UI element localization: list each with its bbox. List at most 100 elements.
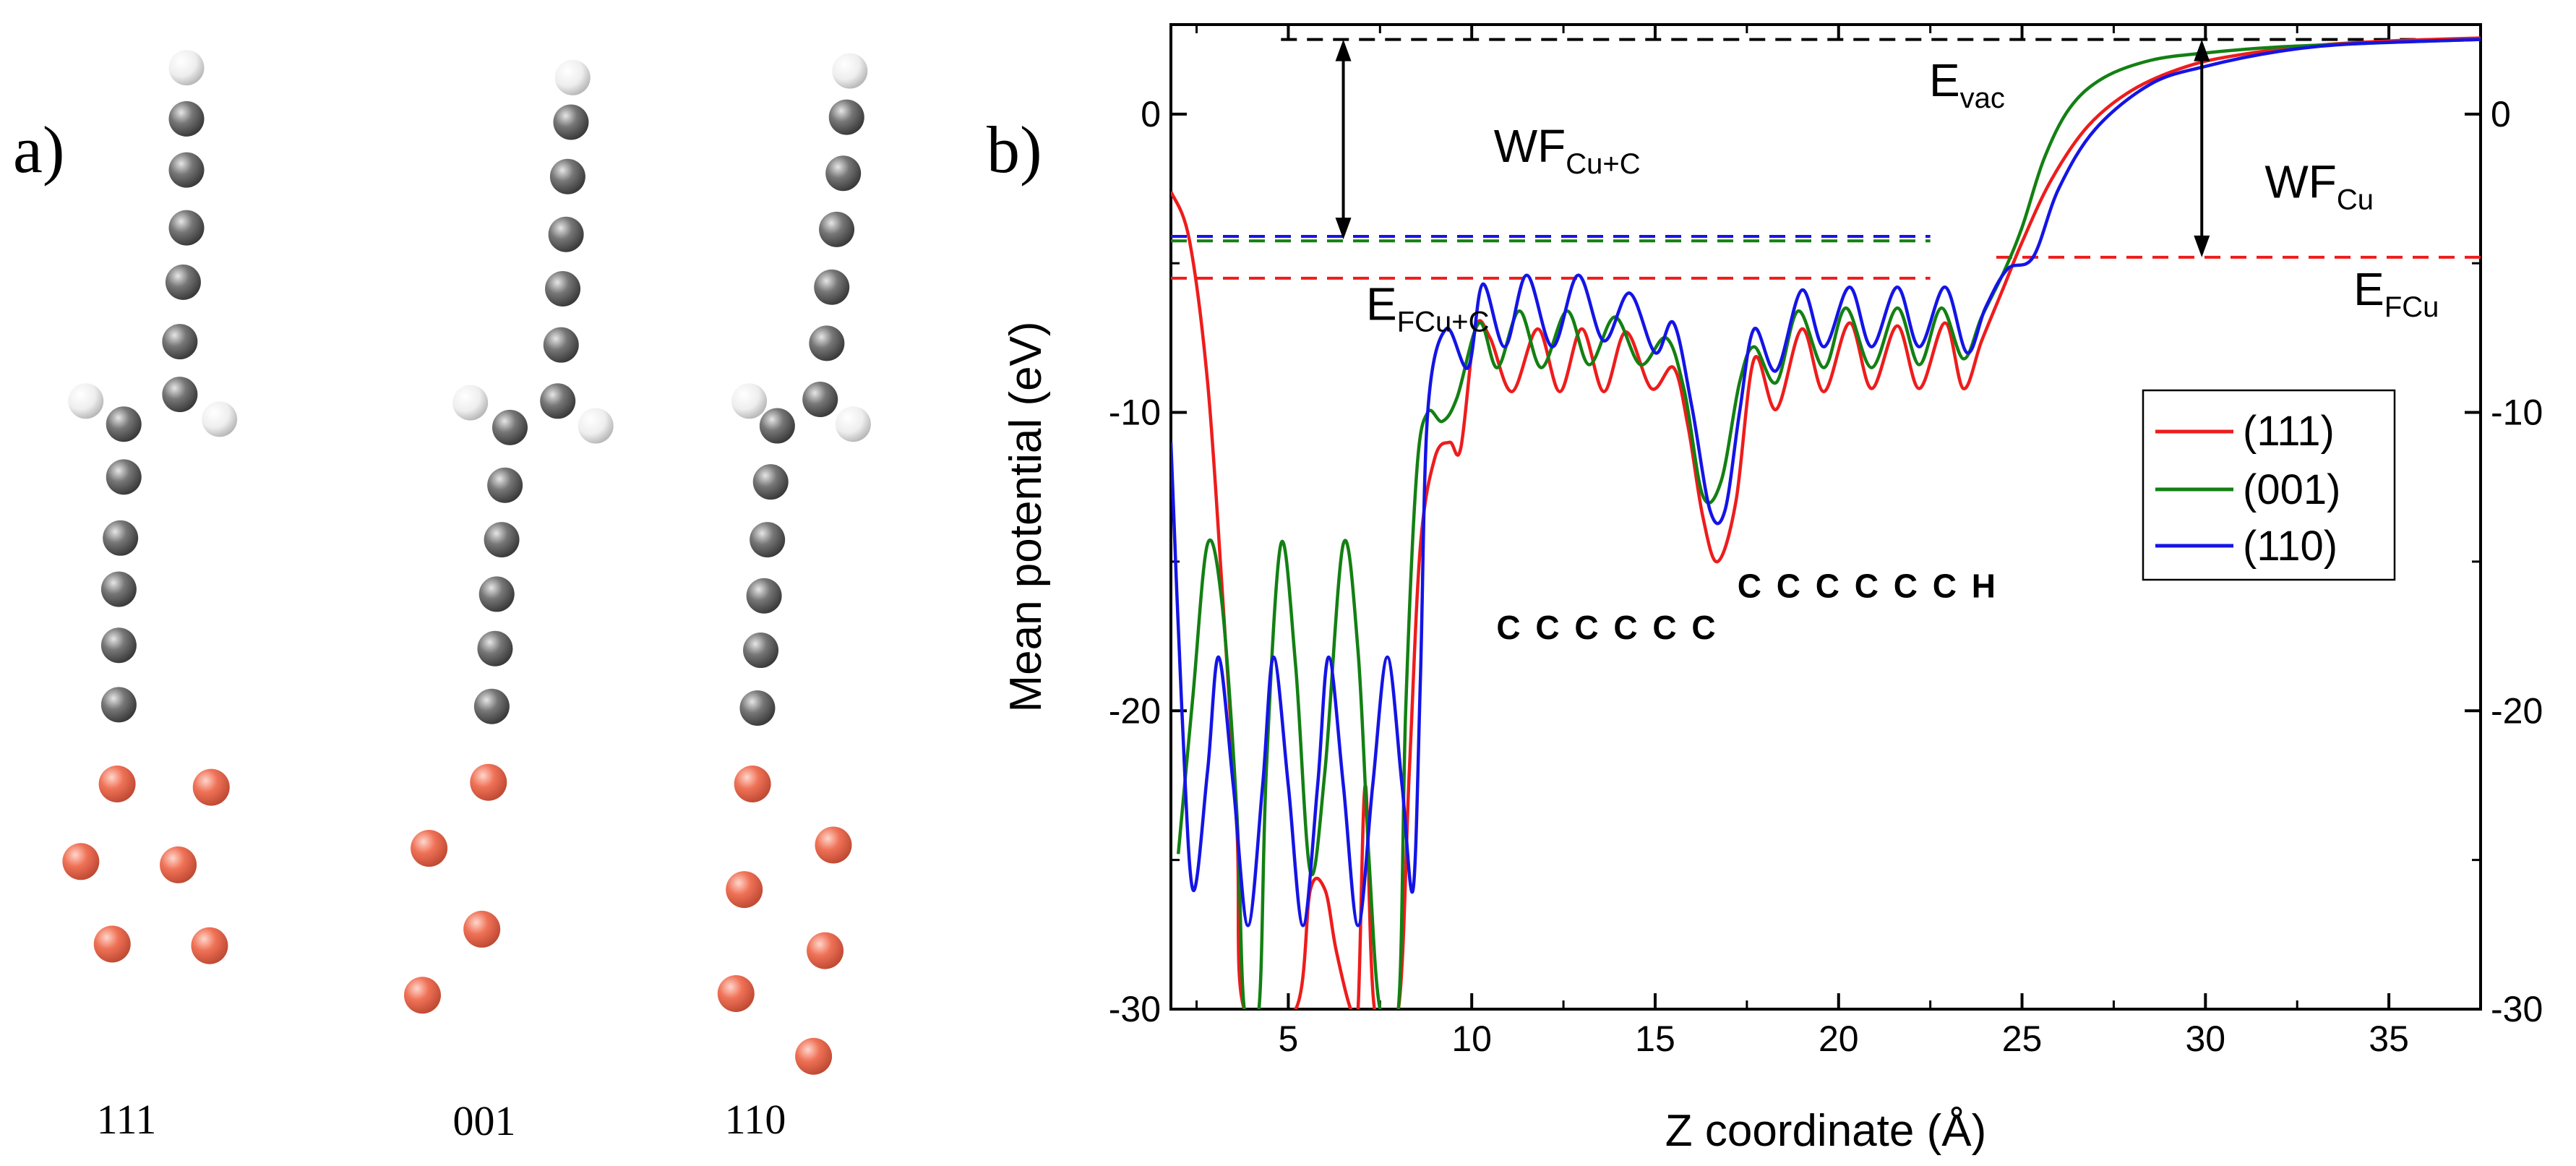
carbon-atom	[106, 406, 142, 442]
y-tick-label: -10	[1109, 393, 1161, 433]
carbon-atom	[739, 690, 776, 726]
series-line-110	[1171, 38, 2481, 927]
annotation-wfcu: WFCu	[2264, 155, 2374, 215]
right-y-tick-label: -30	[2491, 989, 2543, 1029]
carbon-atom	[802, 382, 838, 418]
structure-label-110: 110	[725, 1096, 786, 1143]
arrowhead	[2194, 39, 2210, 61]
hydrogen-atom	[452, 385, 489, 421]
annotation-evac: Evac	[1929, 54, 2005, 114]
hydrogen-atom	[731, 383, 768, 419]
carbon-atom	[819, 211, 855, 247]
copper-atom	[807, 932, 844, 969]
carbon-atom	[543, 327, 579, 363]
carbon-atom	[491, 409, 528, 445]
carbon-atom	[100, 571, 137, 607]
carbon-atom	[809, 325, 845, 361]
annotation-chain2: C C C C C C H	[1738, 567, 1998, 604]
series-line-111	[1171, 36, 2481, 1009]
x-tick-label: 20	[1819, 1019, 1859, 1059]
hydrogen-atom	[202, 401, 238, 437]
structure-label-001: 001	[453, 1097, 516, 1144]
x-tick-label: 35	[2369, 1019, 2409, 1059]
carbon-atom	[165, 264, 201, 300]
legend: (111) (001) (110)	[2142, 389, 2396, 581]
copper-atom	[470, 763, 507, 801]
copper-atom	[93, 925, 131, 963]
legend-label-110: (110)	[2243, 523, 2337, 570]
carbon-atom	[549, 158, 585, 194]
carbon-atom	[473, 688, 510, 724]
copper-atom	[62, 843, 100, 880]
structure-label-111: 111	[97, 1096, 157, 1143]
hydrogen-atom	[68, 383, 104, 419]
copper-atom	[192, 768, 230, 806]
data-series	[1171, 36, 2481, 1009]
hydrogen-atom	[835, 406, 871, 442]
annotation-chain1: C C C C C C	[1496, 609, 1718, 646]
carbon-atom	[759, 408, 795, 444]
x-tick-label: 30	[2186, 1019, 2226, 1059]
copper-atom	[717, 974, 755, 1012]
right-y-tick-label: -20	[2491, 690, 2543, 731]
carbon-atom	[168, 100, 205, 137]
y-tick-label: -30	[1109, 989, 1161, 1029]
carbon-atom	[162, 324, 198, 360]
hydrogen-atom	[832, 53, 868, 89]
annotation-wfcuc: WFCu+C	[1494, 120, 1641, 180]
carbon-atom	[752, 464, 789, 500]
carbon-atom	[477, 630, 513, 666]
carbon-atom	[100, 687, 137, 723]
carbon-atom	[478, 576, 515, 612]
carbon-atom	[545, 271, 581, 307]
carbon-atom	[540, 383, 576, 419]
copper-atom	[98, 765, 136, 802]
carbon-atom	[828, 99, 864, 135]
copper-atom	[411, 830, 448, 867]
carbon-atom	[103, 520, 139, 556]
hydrogen-atom	[554, 59, 591, 95]
copper-atom	[403, 977, 441, 1014]
carbon-atom	[100, 627, 137, 664]
carbon-atom	[814, 269, 850, 305]
legend-label-111: (111)	[2243, 408, 2335, 455]
panel-a-molecular-structures: a) 111 001 110	[13, 50, 871, 1144]
carbon-atom	[746, 578, 782, 614]
copper-atom	[726, 871, 763, 909]
y-tick-label: 0	[1141, 94, 1161, 134]
reference-lines	[1171, 38, 2481, 280]
panel-b-potential-chart: b) 5 10 15 20 25 30 35 0 -10 -20 -30 0 -10 -20 -30 Eva…	[987, 23, 2543, 1156]
x-tick-label: 5	[1279, 1019, 1299, 1059]
annotation-efcuc: EFCu+C	[1366, 278, 1490, 338]
x-axis-title: Z coordinate (Å)	[1665, 1106, 1987, 1156]
y-axis-title: Mean potential (eV)	[1001, 321, 1051, 712]
copper-atom	[160, 846, 197, 883]
carbon-atom	[487, 467, 523, 503]
x-tick-label: 15	[1635, 1019, 1675, 1059]
x-tick-label: 25	[2002, 1019, 2043, 1059]
carbon-atom	[743, 633, 779, 669]
arrowhead	[1335, 39, 1352, 61]
carbon-atom	[750, 522, 786, 558]
annotation-efcu: EFCu	[2353, 263, 2439, 323]
arrows	[1335, 39, 2210, 257]
annotations: Evac WFCu+C WFCu EFCu+C EFCu C C C C C C C C C…	[1366, 54, 2439, 646]
carbon-atom	[162, 377, 198, 413]
arrowhead	[2194, 235, 2210, 257]
right-y-tick-label: 0	[2491, 94, 2511, 134]
copper-atom	[734, 765, 771, 802]
hydrogen-atom	[578, 408, 614, 444]
copper-atom	[795, 1037, 833, 1075]
legend-box	[2142, 389, 2396, 581]
carbon-atom	[825, 155, 862, 192]
panel-a-label: a)	[13, 113, 64, 187]
legend-label-001: (001)	[2243, 466, 2340, 513]
axis-ticks: 5 10 15 20 25 30 35 0 -10 -20 -30 0 -10 -20 -30	[1109, 25, 2543, 1059]
right-y-tick-label: -10	[2491, 393, 2543, 433]
plot-frame	[1169, 23, 2482, 1011]
carbon-atom	[553, 104, 589, 140]
carbon-atom	[106, 459, 142, 495]
y-tick-label: -20	[1109, 690, 1161, 731]
carbon-atom	[168, 152, 205, 188]
